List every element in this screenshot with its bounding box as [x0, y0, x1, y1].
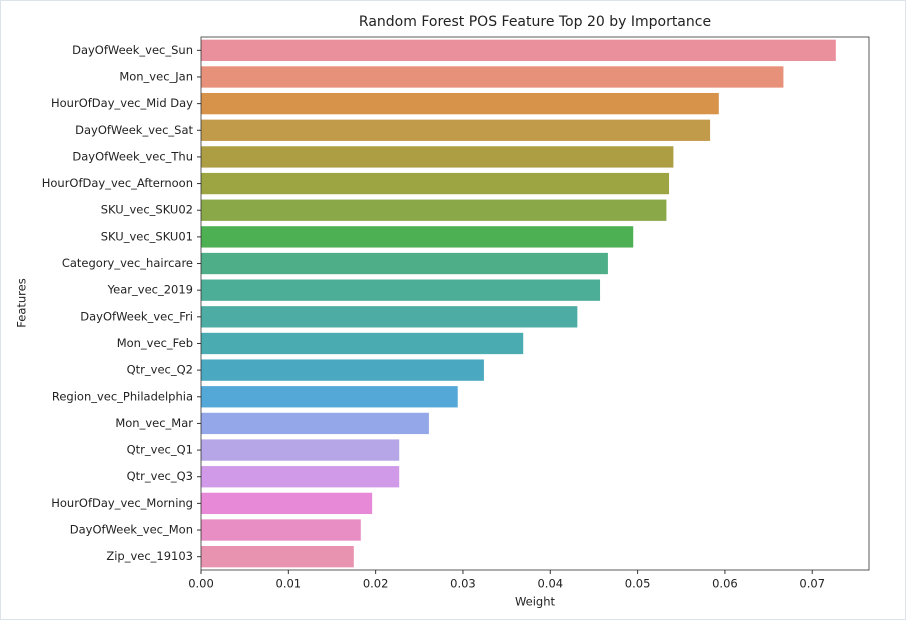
x-tick-label: 0.02 — [363, 577, 389, 591]
bar — [201, 172, 670, 195]
bar — [201, 39, 836, 61]
y-tick-label: Zip_vec_19103 — [106, 549, 193, 563]
y-tick-label: DayOfWeek_vec_Mon — [70, 523, 193, 537]
y-tick-label: Mon_vec_Mar — [115, 416, 193, 430]
y-tick-label: Qtr_vec_Q1 — [127, 443, 193, 457]
y-tick-label: DayOfWeek_vec_Thu — [72, 149, 193, 163]
y-tick-label: HourOfDay_vec_Morning — [51, 496, 193, 510]
y-tick-label: Mon_vec_Jan — [119, 69, 193, 83]
bar — [201, 119, 711, 141]
x-tick-label: 0.00 — [188, 577, 214, 591]
bar — [201, 226, 634, 248]
bar — [201, 332, 524, 355]
x-tick-label: 0.03 — [450, 577, 476, 591]
bar — [201, 279, 601, 301]
bar — [201, 252, 608, 275]
y-tick-label: SKU_vec_SKU02 — [101, 203, 193, 217]
y-tick-label: SKU_vec_SKU01 — [101, 229, 193, 243]
bar — [201, 546, 354, 568]
chart-title: Random Forest POS Feature Top 20 by Impo… — [359, 14, 711, 30]
y-tick-label: Year_vec_2019 — [107, 283, 193, 297]
y-tick-label: Category_vec_haircare — [62, 256, 193, 270]
plot-frame — [200, 36, 870, 571]
bar — [201, 492, 373, 515]
y-tick-label: DayOfWeek_vec_Sat — [75, 123, 193, 137]
y-axis-label: Features — [15, 278, 29, 327]
bar — [201, 386, 458, 408]
bar — [201, 519, 361, 541]
y-tick-label: Qtr_vec_Q3 — [127, 469, 193, 483]
bar — [201, 66, 784, 88]
bar — [201, 306, 578, 328]
bar — [201, 412, 429, 435]
bar — [201, 359, 484, 381]
y-tick-label: DayOfWeek_vec_Fri — [80, 309, 193, 323]
bar — [201, 439, 400, 461]
bar — [201, 466, 400, 488]
bar — [201, 92, 719, 115]
x-tick-label: 0.05 — [625, 577, 651, 591]
y-tick-label: Region_vec_Philadelphia — [52, 389, 193, 403]
x-axis-label: Weight — [515, 595, 556, 609]
y-tick-label: HourOfDay_vec_Mid Day — [51, 96, 193, 110]
y-tick-label: DayOfWeek_vec_Sun — [72, 43, 193, 57]
y-tick-label: HourOfDay_vec_Afternoon — [42, 176, 193, 190]
x-tick-label: 0.04 — [537, 577, 563, 591]
x-tick-label: 0.07 — [799, 577, 825, 591]
y-tick-label: Mon_vec_Feb — [117, 336, 193, 350]
x-tick-label: 0.06 — [712, 577, 738, 591]
y-tick-label: Qtr_vec_Q2 — [127, 363, 193, 377]
bar — [201, 199, 667, 221]
bar — [201, 146, 674, 168]
x-tick-label: 0.01 — [276, 577, 302, 591]
